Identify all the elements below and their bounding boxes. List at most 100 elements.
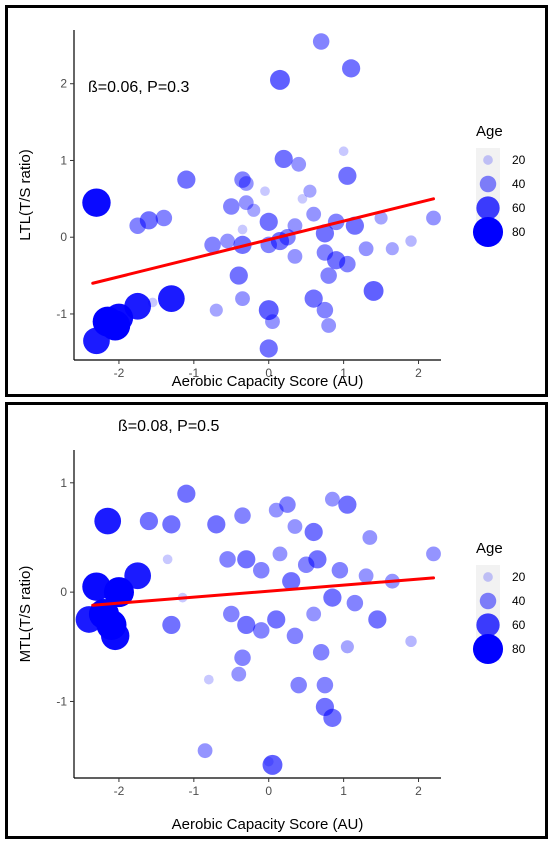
data-point (162, 554, 173, 565)
y-tick-label: 0 (60, 230, 67, 244)
legend-key-bg (476, 148, 500, 172)
data-point (260, 186, 270, 197)
data-point (327, 251, 346, 270)
legend-key-bg (476, 565, 500, 589)
data-point (306, 206, 322, 222)
data-point (405, 635, 417, 648)
data-point (158, 285, 185, 312)
chart-panel-top: ß=0.06, P=0.3 -2 -1 0 1 2 -1 0 1 2 Aerobic Capaci… (5, 5, 548, 397)
data-point (282, 572, 301, 591)
data-point (177, 484, 196, 503)
data-point (286, 627, 304, 645)
data-point (321, 318, 337, 333)
data-point (258, 300, 279, 321)
x-tick-label: 0 (265, 784, 272, 798)
data-point (231, 666, 247, 682)
data-point (338, 166, 357, 185)
data-point (82, 572, 111, 601)
data-point (342, 59, 361, 78)
data-points (75, 484, 441, 775)
data-point (308, 550, 327, 569)
x-tick-label: -2 (114, 366, 125, 380)
data-point (363, 280, 384, 301)
legend-label: 80 (512, 225, 526, 239)
data-point (345, 216, 364, 235)
data-point (237, 615, 256, 635)
chart-annotation: ß=0.06, P=0.3 (88, 79, 190, 96)
data-point (312, 33, 330, 50)
data-point (304, 289, 323, 308)
x-tick-label: -1 (189, 784, 200, 798)
legend-label: 20 (512, 570, 526, 584)
data-point (426, 210, 441, 226)
data-point (291, 156, 307, 172)
data-point (162, 615, 181, 635)
data-point (338, 495, 357, 514)
regression-line (91, 197, 436, 285)
data-point (426, 546, 441, 562)
data-point (287, 218, 303, 234)
data-point (315, 224, 335, 243)
x-tick-label: 0 (265, 366, 272, 380)
data-point (287, 519, 303, 534)
data-point (331, 562, 349, 579)
data-point (324, 491, 340, 507)
data-point (358, 241, 374, 257)
data-point (234, 649, 251, 666)
data-point (234, 507, 251, 524)
legend-label: 40 (512, 177, 526, 191)
data-point (237, 550, 256, 569)
y-tick-label: 2 (60, 77, 67, 91)
data-point (238, 195, 254, 211)
y-tick-label: 1 (60, 476, 67, 490)
data-point (306, 606, 322, 622)
data-point (320, 267, 337, 284)
data-point (323, 588, 342, 607)
x-tick-label: 1 (340, 366, 347, 380)
legend-label: 40 (512, 594, 526, 608)
data-point (162, 515, 181, 534)
data-point (272, 546, 288, 562)
data-point (358, 568, 374, 584)
legend-label: 60 (512, 201, 526, 215)
x-tick-label: -1 (189, 366, 200, 380)
data-point (262, 754, 283, 775)
data-point (252, 562, 270, 579)
y-tick-label: -1 (56, 694, 67, 708)
x-tick-label: 1 (340, 784, 347, 798)
legend-key (476, 613, 500, 637)
data-point (207, 515, 226, 534)
legend-title: Age (476, 540, 503, 557)
data-point (385, 242, 399, 256)
legend-key-bg (476, 589, 500, 613)
data-point (177, 170, 196, 189)
legend-key (479, 592, 497, 610)
data-point (290, 676, 307, 694)
x-tick-label: 2 (415, 366, 422, 380)
data-point (220, 233, 235, 249)
data-point (316, 301, 334, 319)
data-point (340, 640, 354, 654)
data-point (235, 291, 250, 307)
data-point (139, 511, 158, 531)
data-point (259, 212, 278, 231)
data-point (268, 502, 284, 518)
legend-label: 60 (512, 618, 526, 632)
data-point (265, 314, 280, 330)
x-tick-label: 2 (415, 784, 422, 798)
ltl-scatter-chart: ß=0.06, P=0.3 -2 -1 0 1 2 -1 0 1 2 Aerobic Capaci… (17, 30, 526, 390)
data-point (94, 507, 122, 535)
x-axis-title: Aerobic Capacity Score (AU) (172, 373, 364, 390)
data-point (274, 149, 293, 169)
data-point (223, 605, 240, 623)
data-point (234, 171, 251, 188)
legend-title: Age (476, 123, 503, 140)
legend-label: 80 (512, 642, 526, 656)
data-point (129, 217, 146, 234)
data-point (103, 577, 134, 608)
data-point (270, 69, 290, 90)
data-point (203, 674, 214, 685)
data-point (223, 198, 240, 215)
data-point (229, 266, 248, 285)
chart-panel-bottom: ß=0.08, P=0.5 -2 -1 0 1 2 -1 0 1 Aerobic Capacit… (5, 402, 548, 839)
